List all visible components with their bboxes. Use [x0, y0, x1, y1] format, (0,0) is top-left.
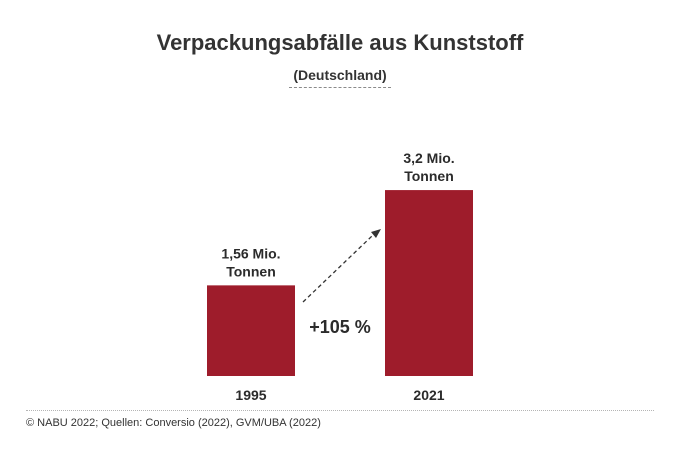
footer-divider [26, 410, 654, 411]
growth-arrow-line [302, 235, 373, 303]
growth-annotation: +105 % [309, 317, 371, 337]
bar-1995 [207, 285, 295, 376]
subtitle-underline [289, 87, 391, 88]
data-label-1995-line-2: Tonnen [226, 263, 276, 279]
data-label-1995-line-1: 1,56 Mio. [221, 245, 280, 261]
bar-2021 [385, 190, 473, 376]
chart-title: Verpackungsabfälle aus Kunststoff [156, 30, 524, 55]
category-label-1995: 1995 [235, 387, 266, 403]
arrow-head-icon [371, 229, 381, 238]
data-label-2021-line-1: 3,2 Mio. [403, 150, 454, 166]
source-note: © NABU 2022; Quellen: Conversio (2022), … [26, 417, 321, 429]
data-label-2021-line-2: Tonnen [404, 168, 454, 184]
category-label-2021: 2021 [413, 387, 444, 403]
chart-subtitle: (Deutschland) [293, 67, 387, 83]
